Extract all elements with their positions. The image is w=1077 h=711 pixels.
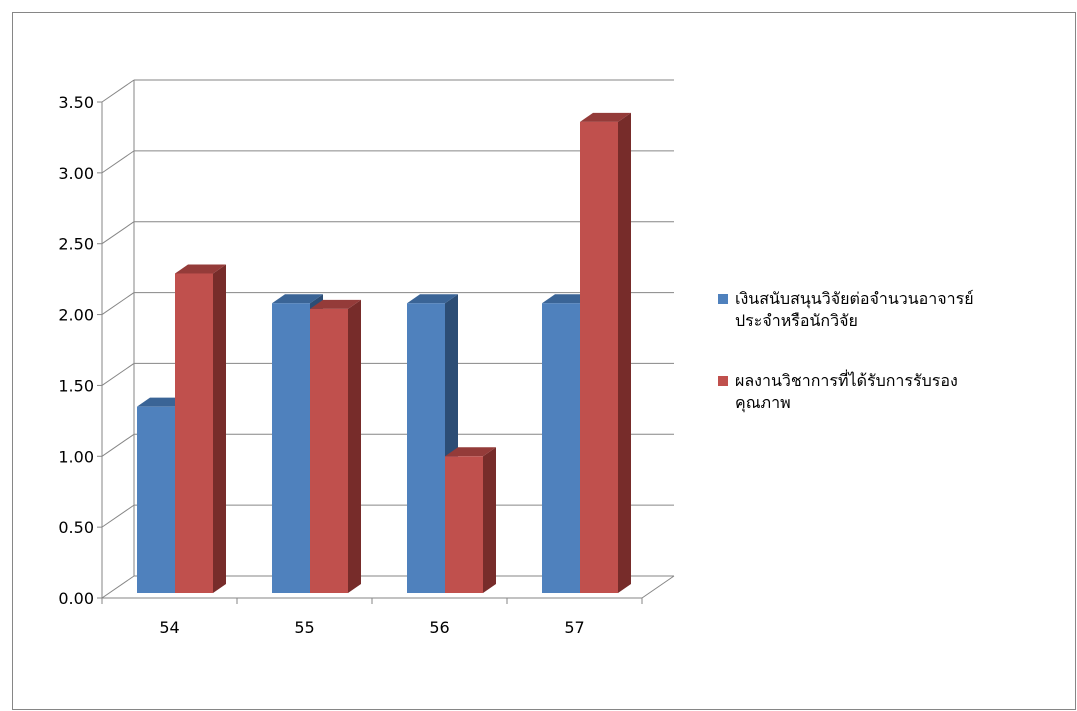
x-tick-label: 56	[429, 618, 449, 637]
bar	[407, 303, 445, 593]
legend: เงินสนับสนุนวิจัยต่อจำนวนอาจารย์ ประจำหร…	[715, 288, 1065, 452]
x-tick-label: 57	[564, 618, 584, 637]
bar	[272, 303, 310, 593]
gridline-diagonal	[101, 221, 135, 245]
bar-top	[580, 112, 631, 122]
floor-edge	[641, 575, 675, 599]
bar-top	[407, 294, 458, 304]
bar-top	[445, 447, 496, 457]
bar	[137, 406, 175, 593]
bar-top	[272, 294, 323, 304]
bar-top	[310, 299, 361, 309]
bar-top	[175, 264, 226, 274]
x-tick-label: 54	[159, 618, 179, 637]
gridline-diagonal	[101, 79, 135, 103]
bar	[580, 121, 618, 593]
legend-item-series-1: เงินสนับสนุนวิจัยต่อจำนวนอาจารย์ ประจำหร…	[715, 288, 1065, 332]
y-tick-label: 1.50	[58, 376, 94, 395]
y-tick-label: 0.00	[58, 589, 94, 608]
y-tick-label: 0.50	[58, 518, 94, 537]
x-tick-label: 55	[294, 618, 314, 637]
bar-side	[213, 264, 226, 593]
gridline-diagonal	[101, 150, 135, 174]
legend-label-series-2-line-2: คุณภาพ	[735, 393, 791, 412]
legend-label-series-2-line-1: ผลงานวิชาการที่ได้รับการรับรอง	[735, 371, 958, 390]
y-tick-label: 2.50	[58, 235, 94, 254]
bar-side	[348, 299, 361, 593]
bar	[175, 273, 213, 593]
bar	[542, 303, 580, 593]
gridline-diagonal	[101, 433, 135, 457]
gridline-diagonal	[101, 292, 135, 315]
bar-side	[618, 112, 631, 593]
y-tick-label: 3.50	[58, 93, 94, 112]
legend-swatch-series-2	[718, 376, 728, 386]
legend-swatch-series-1	[718, 294, 728, 304]
bar	[310, 308, 348, 593]
bar	[445, 456, 483, 593]
gridline-diagonal	[101, 363, 135, 386]
legend-label-series-1-line-2: ประจำหรือนักวิจัย	[735, 311, 858, 330]
gridline-diagonal	[101, 575, 135, 599]
gridline-diagonal	[101, 504, 135, 528]
legend-item-series-2: ผลงานวิชาการที่ได้รับการรับรอง คุณภาพ	[715, 370, 1065, 414]
legend-label-series-1-line-1: เงินสนับสนุนวิจัยต่อจำนวนอาจารย์	[735, 289, 974, 308]
y-tick-label: 3.00	[58, 164, 94, 183]
y-tick-label: 2.00	[58, 306, 94, 325]
bar-side	[483, 447, 496, 593]
y-tick-label: 1.00	[58, 447, 94, 466]
